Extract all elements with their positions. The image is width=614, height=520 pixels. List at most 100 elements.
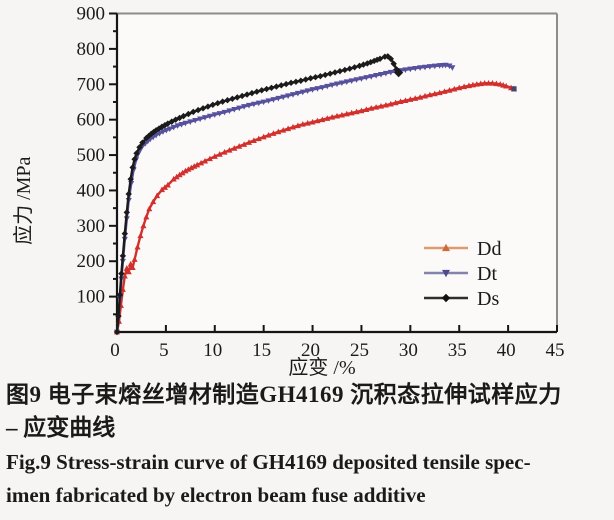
data-marker (164, 181, 171, 188)
legend-label: Dt (477, 263, 497, 285)
data-marker (150, 198, 157, 205)
y-tick-label: 100 (77, 287, 106, 308)
data-marker (493, 80, 500, 87)
data-marker (426, 64, 433, 70)
data-marker (163, 127, 170, 134)
data-marker (115, 312, 122, 320)
data-marker (123, 265, 130, 271)
legend-item-dd: Dd (424, 238, 501, 260)
data-marker (201, 115, 209, 121)
data-marker (417, 94, 424, 100)
data-marker (216, 111, 223, 117)
data-marker (224, 97, 231, 104)
data-marker (129, 264, 136, 270)
data-marker (407, 66, 414, 73)
data-marker (185, 110, 192, 118)
data-marker (154, 192, 161, 199)
data-marker (146, 205, 153, 212)
data-marker (346, 65, 353, 72)
data-marker (421, 92, 429, 99)
data-marker (152, 127, 160, 134)
data-marker (221, 149, 228, 155)
data-marker (127, 260, 134, 267)
data-marker (273, 83, 280, 90)
data-marker (248, 89, 256, 97)
y-tick-label: 600 (77, 110, 106, 131)
data-marker (348, 78, 355, 84)
data-marker (285, 93, 292, 99)
data-marker (360, 61, 367, 68)
data-marker (194, 161, 201, 168)
data-marker (353, 108, 360, 115)
x-axis-label: 应变 /% (288, 356, 355, 378)
data-marker (234, 94, 241, 101)
data-marker (377, 71, 385, 78)
data-marker (417, 65, 424, 71)
data-marker (285, 125, 292, 132)
data-marker (211, 112, 218, 118)
data-marker (364, 60, 371, 67)
data-marker (370, 57, 378, 65)
data-marker (226, 147, 233, 153)
legend-item-ds: Ds (424, 288, 499, 310)
data-marker (329, 113, 336, 120)
data-marker (133, 150, 140, 157)
data-marker (270, 130, 277, 136)
data-marker (319, 116, 326, 123)
data-marker (173, 173, 180, 180)
caption-chinese-line1: 图9 电子束熔丝增材制造GH4169 沉积态拉伸试样应力 (6, 382, 562, 407)
data-marker (461, 83, 468, 90)
y-tick-label: 900 (77, 4, 106, 25)
data-marker (258, 87, 265, 94)
data-marker (241, 141, 248, 147)
data-marker (456, 84, 463, 91)
x-tick-label: 20 (301, 340, 320, 361)
data-marker (353, 77, 360, 83)
data-marker (199, 105, 207, 112)
data-marker (278, 82, 285, 89)
data-marker (134, 243, 141, 250)
data-marker (402, 97, 409, 103)
data-marker (287, 79, 295, 87)
x-tick-label: 15 (252, 340, 271, 361)
data-marker (229, 95, 236, 102)
data-marker (326, 70, 334, 77)
data-marker (363, 75, 370, 81)
data-marker (304, 120, 311, 126)
data-marker (302, 76, 309, 83)
data-marker (243, 91, 251, 98)
x-tick-label: 25 (350, 340, 369, 361)
data-marker (436, 89, 443, 96)
data-marker (131, 256, 138, 262)
data-marker (219, 98, 226, 105)
data-marker (489, 80, 496, 86)
data-marker (412, 65, 419, 72)
legend-item-dt: Dt (424, 263, 497, 285)
data-marker (336, 67, 344, 75)
data-marker (201, 157, 209, 164)
data-marker (485, 80, 492, 86)
data-marker (190, 108, 197, 116)
data-marker (449, 65, 456, 71)
data-marker (446, 63, 453, 70)
data-marker (307, 75, 314, 82)
data-marker (245, 139, 253, 145)
data-marker (442, 269, 450, 278)
data-marker (368, 105, 375, 111)
data-marker (280, 127, 287, 133)
data-marker (503, 82, 510, 89)
data-marker (322, 71, 329, 79)
data-marker (176, 171, 183, 178)
data-marker (182, 167, 189, 174)
data-marker (387, 55, 394, 62)
data-marker (192, 117, 199, 124)
stress-strain-chart: 100 200 300 400 500 600 700 800 900 0 5 10 15 20 25 30 3… (12, 4, 565, 379)
plot-area (117, 13, 557, 332)
data-marker (198, 159, 205, 166)
data-marker (333, 112, 341, 119)
x-tick-label: 5 (159, 340, 169, 361)
y-axis-label: 应力 /MPa (12, 156, 35, 244)
data-marker (211, 153, 218, 159)
data-marker (221, 109, 228, 116)
